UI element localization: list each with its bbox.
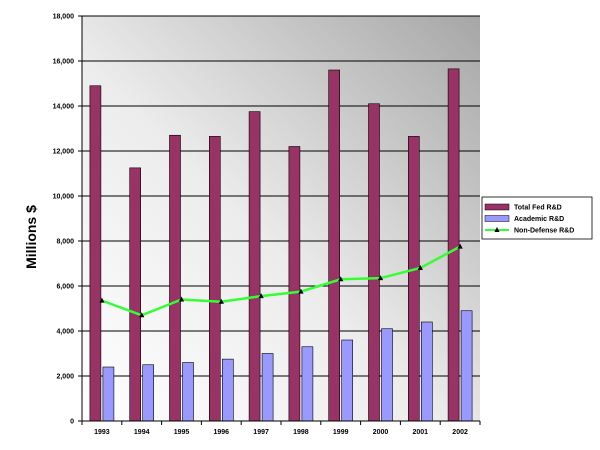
bar-academic-r-d — [102, 366, 115, 422]
bar-academic-r-d — [182, 362, 194, 422]
line-non-defense-r-d — [101, 245, 461, 317]
y-axis-label: Millions $ — [23, 205, 39, 269]
line-marker — [338, 276, 344, 282]
line-marker — [258, 293, 264, 299]
legend-marker — [494, 227, 500, 232]
y-tick-label: 2,000 — [56, 374, 74, 381]
bar-academic-r-d — [222, 358, 234, 422]
bar-total-fed-r-d — [328, 69, 341, 422]
bar-total-fed-r-d — [169, 134, 181, 422]
bar-total-fed-r-d — [368, 103, 380, 422]
x-tick-label: 1996 — [214, 429, 230, 436]
legend: Total Fed R&D Academic R&D Non-Defense R&D — [481, 196, 593, 240]
line-marker — [377, 275, 384, 281]
bar-academic-r-d — [381, 328, 393, 422]
x-tick-label: 2002 — [452, 429, 468, 436]
bar-total-fed-r-d — [89, 85, 102, 422]
x-tick-label: 1999 — [333, 429, 349, 436]
y-tick-label: 0 — [70, 419, 74, 426]
bar-academic-r-d — [420, 321, 433, 422]
x-tick-label: 1998 — [293, 429, 309, 436]
line-marker — [298, 288, 304, 294]
bar-total-fed-r-d — [129, 167, 141, 422]
bar-academic-r-d — [460, 310, 473, 422]
line-series — [99, 243, 463, 318]
line-marker — [139, 312, 145, 318]
bar-total-fed-r-d — [209, 136, 221, 422]
legend-label: Academic R&D — [514, 216, 564, 223]
y-tick-label: 18,000 — [53, 14, 75, 21]
y-tick-label: 14,000 — [53, 104, 75, 111]
bar-academic-r-d — [142, 364, 154, 422]
y-tick-label: 12,000 — [53, 149, 75, 156]
x-tick-label: 1993 — [94, 429, 110, 436]
legend-swatch — [484, 215, 510, 222]
bars — [89, 68, 473, 422]
bar-total-fed-r-d — [447, 68, 460, 422]
legend-label: Total Fed R&D — [514, 205, 562, 212]
bar-total-fed-r-d — [407, 136, 420, 422]
bar-total-fed-r-d — [288, 146, 301, 422]
bar-academic-r-d — [341, 339, 354, 422]
y-tick-label: 16,000 — [53, 59, 75, 66]
y-tick-label: 10,000 — [53, 194, 75, 201]
y-tick-label: 8,000 — [56, 239, 74, 246]
x-tick-label: 1995 — [174, 429, 190, 436]
y-tick-labels: 0 2,000 4,000 6,000 8,000 10,000 12,000 14,000 1… — [53, 14, 75, 426]
line-marker — [218, 298, 224, 304]
y-tick-label: 6,000 — [56, 284, 74, 291]
x-tick-label: 1997 — [253, 429, 269, 436]
legend-swatch — [484, 203, 510, 211]
bar-total-fed-r-d — [248, 111, 261, 422]
x-tick-label: 1994 — [134, 429, 150, 436]
bar-academic-r-d — [261, 353, 274, 422]
line-marker — [178, 296, 185, 302]
plot-area — [82, 16, 480, 421]
x-tick-label: 2001 — [413, 429, 429, 436]
line-marker — [417, 265, 423, 270]
legend-label: Non-Defense R&D — [514, 228, 574, 235]
x-tick-labels: 1993 1994 1995 1996 1997 1998 1999 2000 2001 2002 — [81, 421, 481, 436]
line-marker — [457, 243, 463, 249]
y-tick-label: 4,000 — [56, 329, 74, 336]
bar-academic-r-d — [301, 346, 314, 422]
line-marker — [99, 297, 105, 303]
x-tick-label: 2000 — [373, 429, 389, 436]
